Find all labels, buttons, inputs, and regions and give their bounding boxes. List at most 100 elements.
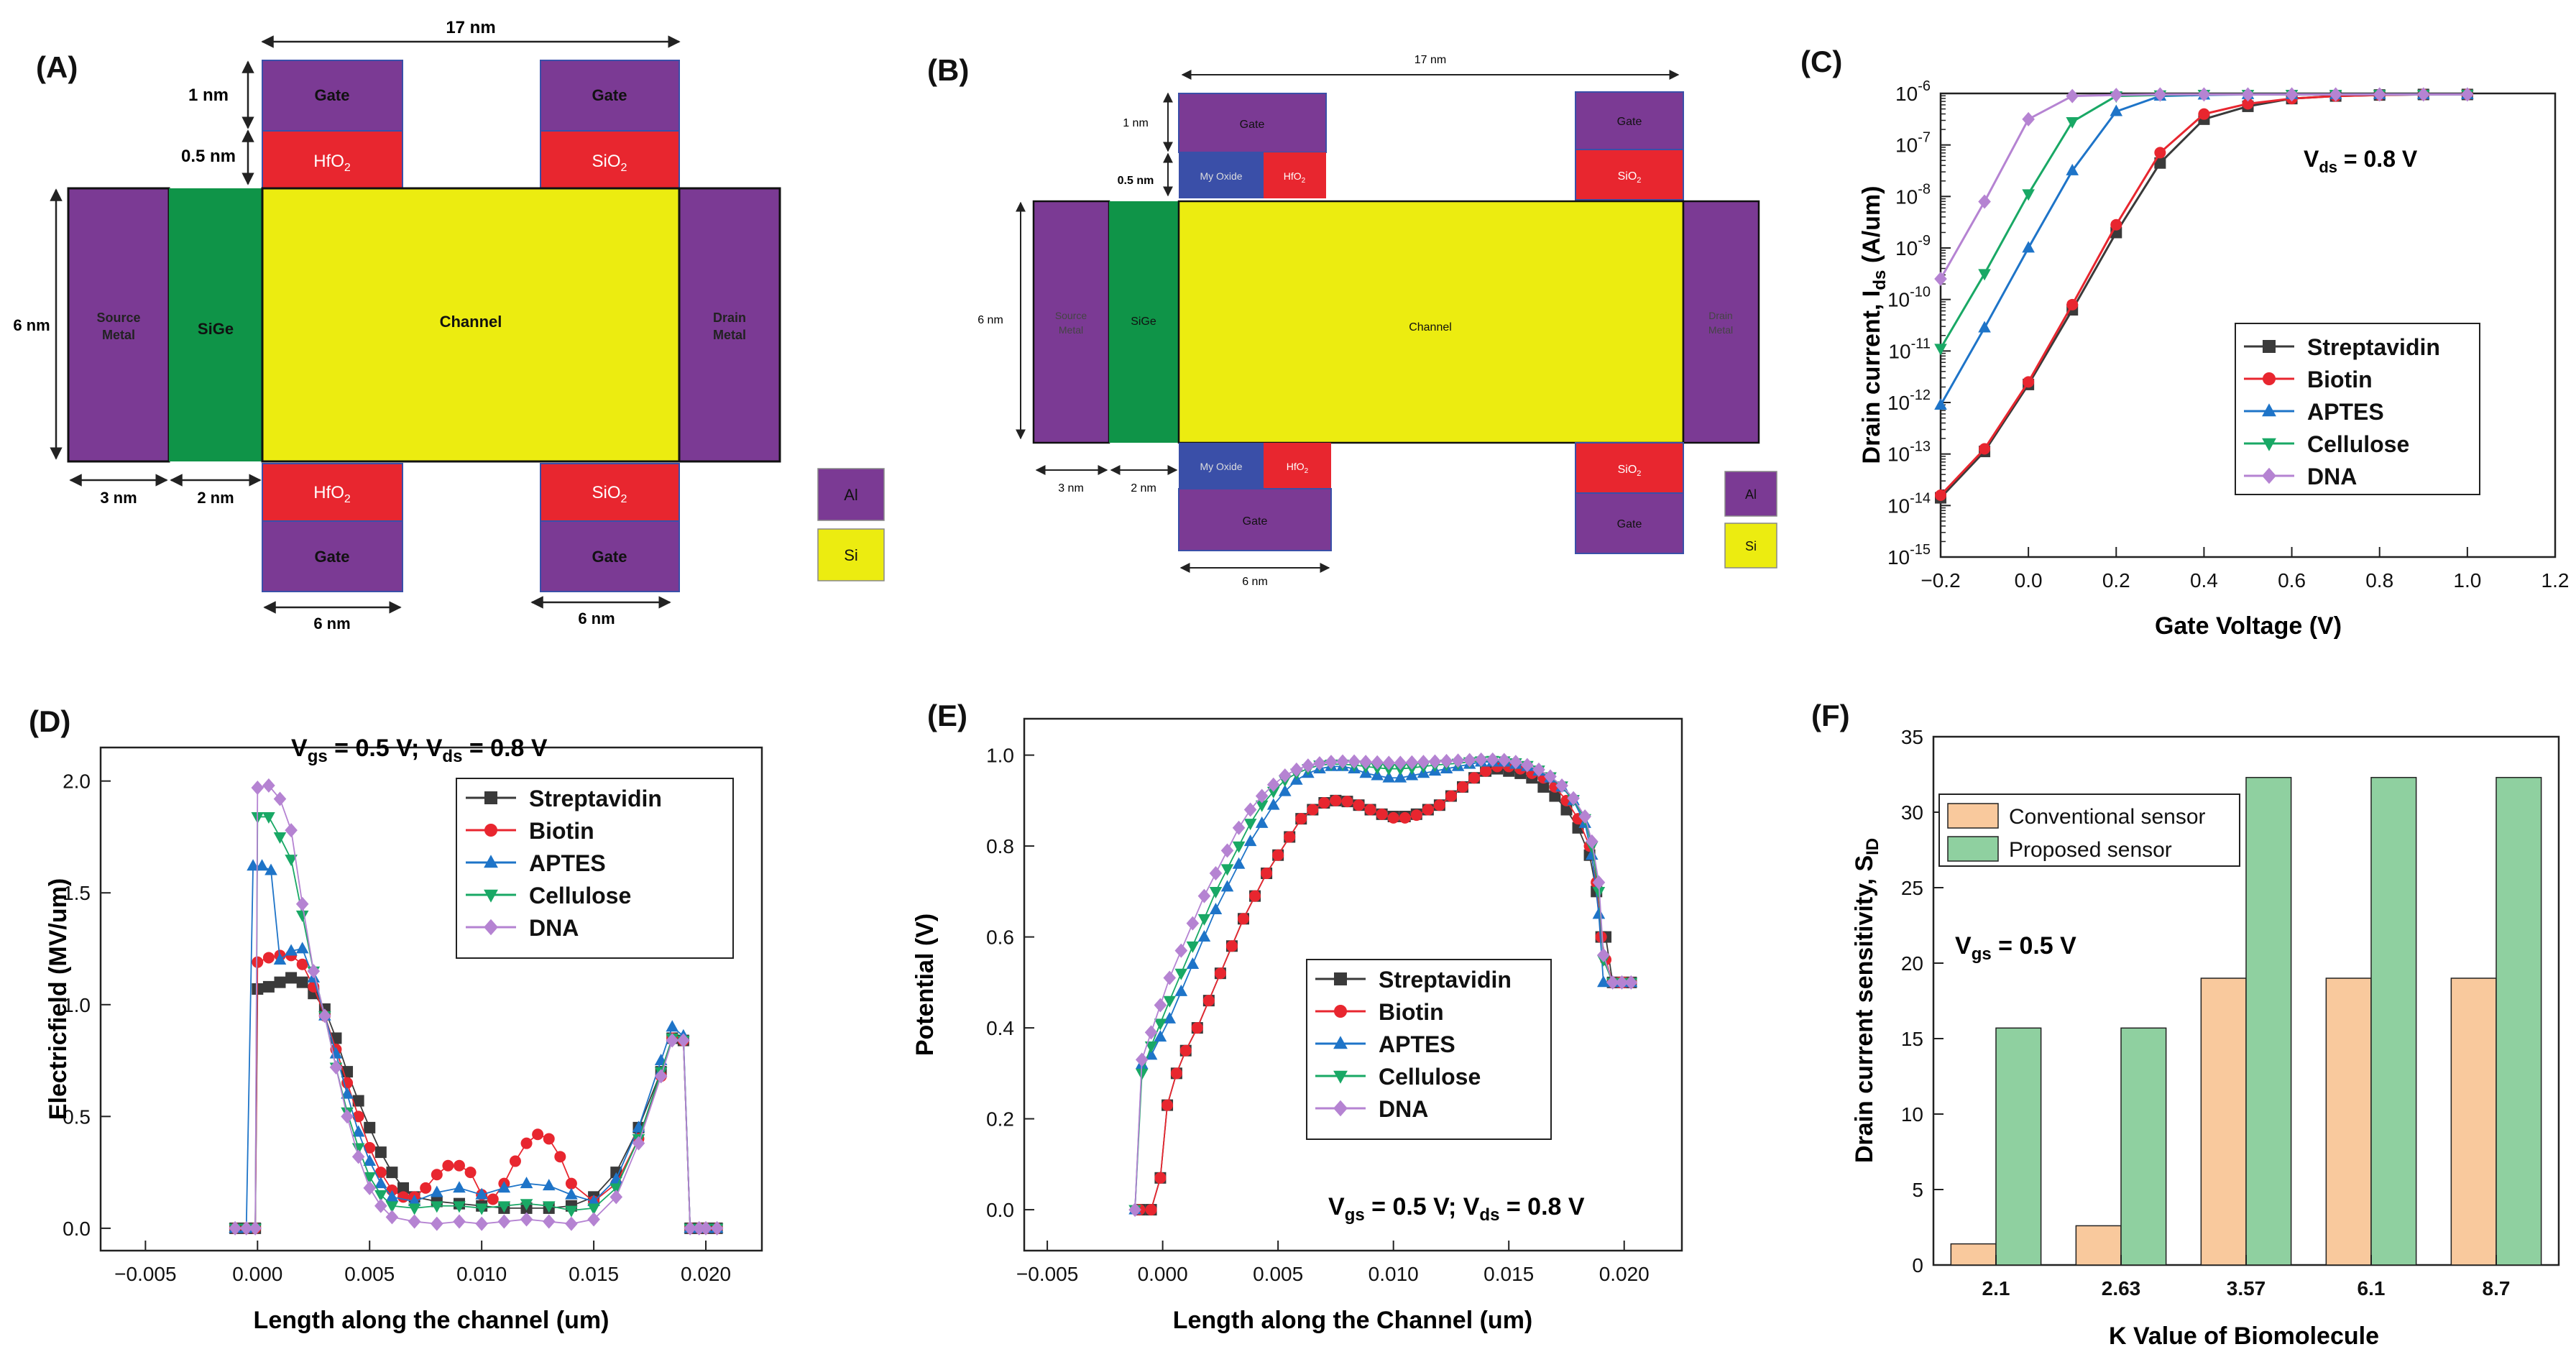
dim-6nm-label: 6 nm [978, 314, 1003, 326]
charte-point-biotin [1457, 781, 1468, 793]
chart-f-xtick-label: 2.63 [2102, 1277, 2141, 1300]
chart-c-legend-marker-biotin [2263, 372, 2276, 385]
chartd-point-biotin [397, 1191, 410, 1203]
dim-gate-left-label: 6 nm [313, 615, 350, 632]
charte-point-cellulose [1144, 1041, 1158, 1053]
chart-c-point-biotin [2110, 218, 2122, 231]
charte-point-dna [1302, 758, 1315, 773]
chartd-line-streptavidin [235, 977, 717, 1229]
dim-17nm-label: 17 nm [446, 18, 495, 37]
chart-c-xtick-label: 0.4 [2190, 569, 2218, 592]
charte-point-biotin [1154, 1172, 1167, 1184]
charte-point-biotin [1595, 931, 1607, 943]
chartd-point-dna [497, 1214, 511, 1229]
charte-point-aptes [1382, 770, 1396, 783]
chartd-ytick-label: 1.5 [63, 882, 91, 904]
chart-f-ytick-label: 20 [1901, 952, 1923, 975]
bottom-right-gate-label: Gate [592, 548, 627, 566]
bottom-right-gate [1575, 492, 1684, 554]
charte-point-dna [1521, 758, 1534, 773]
charte-point-biotin [1480, 765, 1492, 777]
chartd-point-cellulose [273, 832, 287, 845]
panel-label-c: (C) [1800, 45, 1842, 78]
chartd-point-dna [699, 1220, 712, 1236]
chartd-point-biotin [431, 1169, 443, 1181]
chartd-point-cellulose [565, 1205, 578, 1218]
charte-point-dna [1209, 866, 1223, 881]
chart-c-ytick-label: 10-14 [1887, 490, 1931, 517]
chart-c-point-dna [2153, 87, 2167, 102]
chartd-legend-label-cellulose: Cellulose [529, 883, 631, 908]
source-metal-label-1: Source [96, 310, 140, 325]
charte-legend-marker-dna [1333, 1100, 1348, 1117]
charte-point-biotin [1399, 811, 1411, 824]
charte-point-biotin [1170, 1067, 1182, 1080]
bottom-right-sio2-label: SiO2 [1618, 464, 1642, 478]
chartd-point-biotin [262, 952, 275, 964]
chart-f-bar-proposed [2245, 776, 2292, 1266]
charte-point-dna [1220, 843, 1234, 858]
chartd-point-dna [520, 1212, 533, 1227]
dim-1nm-label: 1 nm [1123, 117, 1149, 129]
chart-c-legend-marker-aptes [2262, 403, 2276, 417]
charte-xtick-label: 0.020 [1599, 1263, 1650, 1285]
bottom-left-gate-label: Gate [1243, 515, 1268, 528]
panel-label-e: (E) [927, 699, 967, 732]
chart-c-point-dna [2241, 87, 2255, 102]
chartd-point-aptes [341, 1087, 354, 1099]
chartd-point-dna [329, 1059, 343, 1075]
bottom-left-hfo2-label: HfO2 [313, 483, 351, 505]
bottom-left-gate-label: Gate [315, 548, 350, 566]
chart-f-legend-label: Proposed sensor [2009, 838, 2172, 862]
chartd-point-dna [295, 896, 309, 911]
chart-f-legend-swatch [1947, 836, 1999, 862]
chart-f-ytick-label: 0 [1912, 1254, 1923, 1276]
chartd-point-aptes [351, 1125, 365, 1137]
chartd-point-biotin [464, 1167, 477, 1179]
chart-c-point-cellulose [2022, 189, 2035, 201]
chartd-point-cellulose [408, 1203, 421, 1215]
charte-point-dna [1451, 753, 1465, 768]
sige-label: SiGe [1131, 316, 1156, 328]
charte-point-dna [1567, 791, 1580, 806]
chartd-point-dna [610, 1190, 623, 1205]
legend-al-label: Al [1745, 487, 1757, 502]
chartd-point-dna [692, 1220, 706, 1236]
chartd-point-aptes [475, 1187, 488, 1200]
chart-c-xtick-label: 1.2 [2542, 569, 2570, 592]
charte-point-dna [1163, 970, 1177, 985]
chartd-point-cellulose [262, 812, 275, 824]
charte-point-dna [1266, 777, 1280, 792]
chartd-point-aptes [565, 1187, 578, 1200]
chartd-point-dna [710, 1220, 724, 1236]
charte-legend-marker-biotin [1334, 1005, 1347, 1018]
chartd-point-dna [666, 1033, 679, 1048]
chart-f-bar-conventional [2075, 1225, 2122, 1266]
chartd-point-dna [408, 1214, 421, 1229]
charte-point-dna [1544, 769, 1557, 784]
charte-point-dna [1128, 1202, 1141, 1218]
chart-c-xtick-label: 1.0 [2453, 569, 2481, 592]
chartd-xtick-label: 0.005 [344, 1263, 395, 1285]
charte-point-aptes [1220, 880, 1234, 892]
chartd-ytick-label: 2.0 [63, 770, 91, 793]
chart-f-ylabel: Drain current sensitivity, SID [1851, 838, 1882, 1163]
chart-c-xlabel: Gate Voltage (V) [2155, 612, 2342, 640]
charte-xtick-label: −0.005 [1016, 1263, 1078, 1285]
charte-point-cellulose [1197, 914, 1211, 926]
top-left-gate-label: Gate [1240, 119, 1265, 131]
chartd-point-aptes [542, 1179, 556, 1191]
chartd-point-dna [632, 1136, 645, 1151]
chart-c-legend-label-biotin: Biotin [2307, 367, 2373, 392]
charte-point-aptes [1209, 903, 1223, 915]
charte-point-dna [1255, 788, 1269, 804]
charte-point-dna [1144, 1025, 1158, 1040]
chart-c-legend-label-aptes: APTES [2307, 399, 2384, 425]
chartd-legend-label-aptes: APTES [529, 850, 606, 876]
charte-point-dna [1313, 755, 1326, 770]
chartd-legend-label-dna: DNA [529, 915, 579, 941]
charte-point-dna [1382, 755, 1396, 770]
charte-point-dna [1592, 875, 1606, 890]
chartd-point-cellulose [285, 855, 298, 867]
charte-point-biotin [1238, 913, 1249, 925]
